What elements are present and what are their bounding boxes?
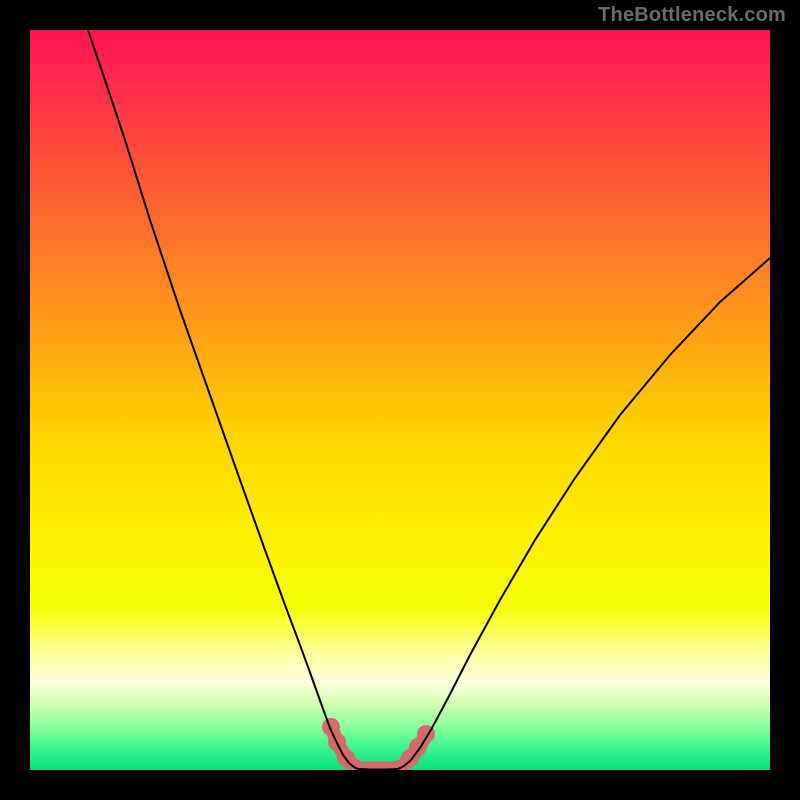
curve-valley-floor <box>358 769 398 770</box>
curve-left-branch <box>88 30 358 769</box>
bottleneck-curve <box>30 30 770 770</box>
plot-area <box>30 30 770 770</box>
chart-frame: TheBottleneck.com <box>0 0 800 800</box>
curve-right-branch <box>398 258 770 769</box>
valley-highlight <box>322 718 435 769</box>
watermark-text: TheBottleneck.com <box>598 4 786 27</box>
